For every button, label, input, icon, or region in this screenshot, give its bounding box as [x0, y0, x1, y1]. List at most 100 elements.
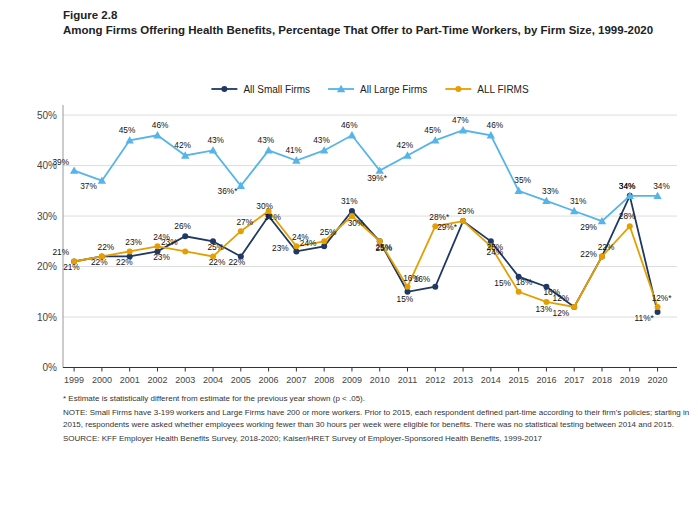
subtitle: Among Firms Offering Health Benefits, Pe… — [63, 24, 653, 36]
data-label: 34% — [619, 181, 636, 191]
data-label: 23% — [153, 252, 170, 262]
data-label: 41% — [285, 145, 302, 155]
data-label: 21% — [52, 247, 69, 257]
marker — [627, 223, 633, 229]
grid-line — [63, 367, 677, 368]
data-label: 43% — [258, 135, 275, 145]
data-label: 30% — [348, 218, 365, 228]
data-label: 46% — [341, 120, 358, 130]
grid-line — [63, 266, 677, 267]
marker — [320, 146, 328, 153]
chart: Figure 2.8Among Firms Offering Health Be… — [0, 0, 698, 525]
legend-label: All Large Firms — [360, 84, 427, 95]
data-label: 22% — [116, 257, 133, 267]
marker — [487, 131, 495, 138]
legend-item: All Small Firms — [211, 84, 310, 95]
legend-label: All Small Firms — [243, 84, 310, 95]
data-label: 31% — [570, 196, 587, 206]
x-tick — [463, 368, 464, 372]
data-label: 24% — [487, 247, 504, 257]
y-tick-label: 0% — [43, 362, 58, 373]
x-tick-label: 2005 — [231, 375, 251, 385]
data-label: 47% — [452, 115, 469, 125]
x-tick — [101, 368, 102, 372]
data-label: 23% — [272, 243, 289, 253]
grid-line — [63, 115, 677, 116]
x-tick — [407, 368, 408, 372]
marker — [514, 187, 522, 194]
legend-item: All Large Firms — [328, 84, 427, 95]
data-label: 42% — [174, 140, 191, 150]
data-label: 46% — [487, 120, 504, 130]
y-tick-label: 30% — [37, 211, 57, 222]
marker — [599, 253, 605, 259]
data-label: 34% — [653, 181, 670, 191]
marker — [460, 218, 466, 224]
x-tick — [296, 368, 297, 372]
data — [70, 126, 662, 315]
data-label: 43% — [313, 135, 330, 145]
x-tick — [185, 368, 186, 372]
data-label: 35% — [514, 175, 531, 185]
data-label: 28%* — [429, 212, 450, 222]
marker — [655, 304, 661, 310]
marker — [293, 243, 299, 249]
data-label: 31% — [264, 212, 281, 222]
data-labels: 21%22%22%23%26%25%22%30%23%24%31%25%15%1… — [52, 115, 672, 323]
marker — [181, 151, 189, 158]
marker — [70, 166, 78, 173]
x-tick-label: 2004 — [203, 375, 223, 385]
data-label: 22% — [229, 257, 246, 267]
marker — [182, 248, 188, 254]
footnote: SOURCE: KFF Employer Health Benefits Sur… — [63, 434, 543, 443]
x-tick-label: 2002 — [147, 375, 167, 385]
data-label: 15% — [494, 278, 511, 288]
x-tick — [629, 368, 630, 372]
data-label: 12%* — [652, 293, 673, 303]
marker — [125, 136, 133, 143]
marker — [653, 192, 661, 199]
marker — [459, 126, 467, 133]
marker — [221, 86, 227, 92]
x-tick — [546, 368, 547, 372]
marker — [599, 253, 605, 259]
x-tick-label: 1999 — [64, 375, 84, 385]
x-tick — [574, 368, 575, 372]
marker — [571, 304, 577, 310]
data-label: 45% — [119, 125, 136, 135]
data-label: 25% — [375, 243, 392, 253]
x-tick — [657, 368, 658, 372]
data-label: 27% — [237, 217, 254, 227]
x-tick — [213, 368, 214, 372]
marker — [182, 233, 188, 239]
data-label: 24% — [292, 232, 309, 242]
text-line: NOTE: Small Firms have 3-199 workers and… — [63, 408, 689, 417]
y-tick-label: 20% — [37, 261, 57, 272]
data-label: 23% — [161, 237, 178, 247]
data-label: 22% — [598, 242, 615, 252]
marker — [321, 238, 327, 244]
x-tick-label: 2011 — [398, 375, 417, 385]
marker — [238, 228, 244, 234]
legend: All Small FirmsAll Large FirmsALL FIRMS — [211, 84, 529, 95]
data-label: 11%* — [635, 313, 655, 323]
text-line: * Estimate is statistically different fr… — [63, 394, 365, 403]
data-label: 39%* — [367, 173, 388, 183]
x-tick-label: 2017 — [564, 375, 584, 385]
marker — [348, 131, 356, 138]
data-label: 12% — [553, 293, 570, 303]
data-label: 16% — [403, 273, 420, 283]
x-tick-label: 2010 — [370, 375, 390, 385]
x-tick-label: 2001 — [120, 375, 140, 385]
data-label: 22% — [98, 242, 115, 252]
data-label: 28% — [619, 211, 636, 221]
x-tick-label: 2007 — [286, 375, 306, 385]
text-line: Among Firms Offering Health Benefits, Pe… — [63, 24, 653, 36]
data-label: 22% — [209, 257, 226, 267]
x-tick — [435, 368, 436, 372]
x-tick-label: 2013 — [453, 375, 473, 385]
marker — [571, 304, 577, 310]
x-tick — [268, 368, 269, 372]
marker — [154, 243, 160, 249]
data-label: 21% — [63, 262, 80, 272]
